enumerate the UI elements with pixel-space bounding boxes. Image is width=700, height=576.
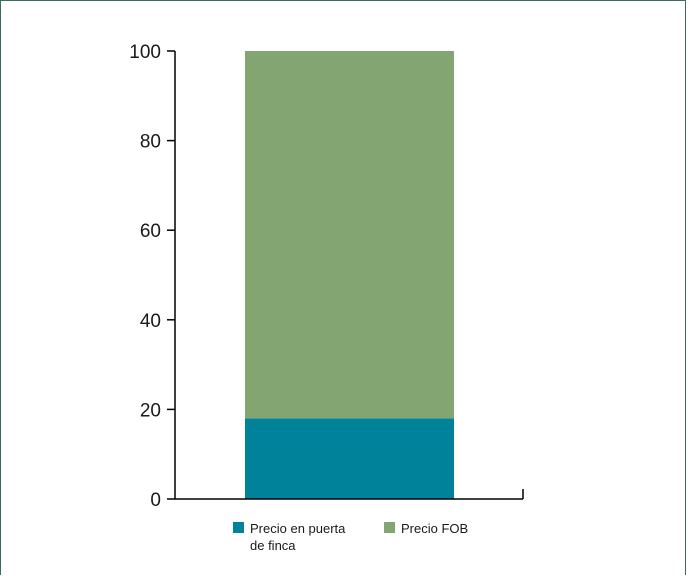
chart-frame: 0 20 40 60 80 100 Precio en puerta de finca Pre… <box>0 0 686 575</box>
legend-swatch-1 <box>233 522 244 533</box>
legend-label-2: Precio FOB <box>401 521 468 536</box>
legend: Precio en puerta de finca Precio FOB <box>233 521 468 553</box>
y-ticks-group: 0 20 40 60 80 100 <box>129 42 175 511</box>
legend-label-1: Precio en puerta de finca <box>250 521 346 553</box>
bars-group <box>245 51 454 499</box>
legend-swatch-2 <box>384 522 395 533</box>
y-tick-label: 40 <box>140 311 161 332</box>
y-tick-label: 100 <box>129 42 161 63</box>
axes-group <box>174 51 524 500</box>
y-tick-label: 0 <box>150 490 161 511</box>
y-tick-label: 20 <box>140 400 161 421</box>
bar-segment-2 <box>245 51 454 419</box>
y-tick-label: 60 <box>140 221 161 242</box>
y-tick-label: 80 <box>140 132 161 153</box>
bar-segment-1 <box>245 418 454 499</box>
